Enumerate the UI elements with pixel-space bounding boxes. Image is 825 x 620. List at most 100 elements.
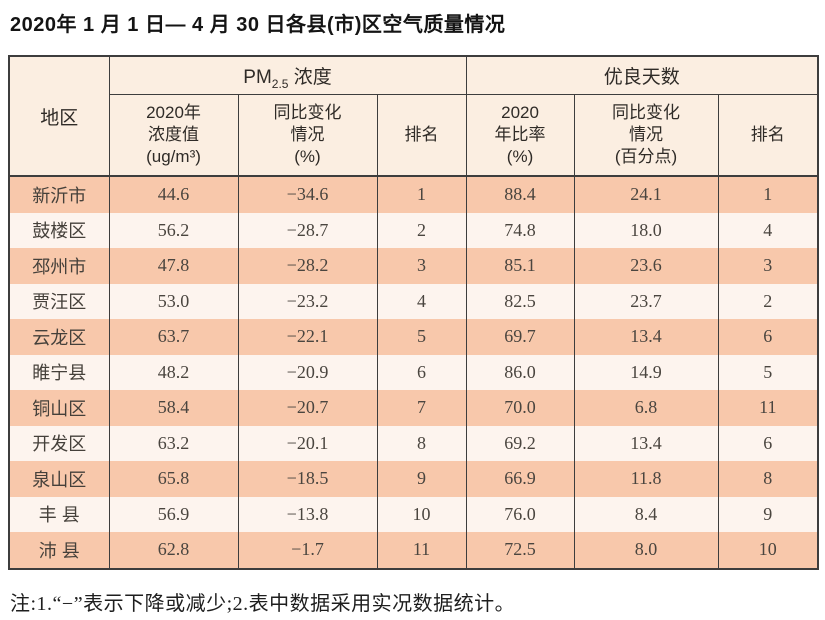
value-cell: −20.1 [237, 425, 378, 461]
value-cell: 62.8 [108, 532, 239, 569]
value-cell: 56.2 [108, 212, 239, 248]
value-cell: 23.6 [573, 248, 719, 284]
header-pm-rank: 排名 [376, 94, 467, 177]
table-row: 云龙区 63.7 −22.1 5 69.7 13.4 6 [8, 319, 819, 355]
table-row: 开发区 63.2 −20.1 8 69.2 13.4 6 [8, 425, 819, 461]
value-cell: 6 [717, 319, 819, 355]
value-cell: 70.0 [465, 390, 575, 426]
value-cell: 76.0 [465, 496, 575, 532]
value-cell: 5 [717, 354, 819, 390]
header-gd-ratio: 2020 年比率 (%) [465, 94, 575, 177]
value-cell: 8.4 [573, 496, 719, 532]
region-cell: 泉山区 [8, 461, 110, 497]
value-cell: 9 [717, 496, 819, 532]
value-cell: 65.8 [108, 461, 239, 497]
value-cell: 66.9 [465, 461, 575, 497]
value-cell: 11.8 [573, 461, 719, 497]
value-cell: 1 [717, 176, 819, 213]
value-cell: 58.4 [108, 390, 239, 426]
value-cell: −20.7 [237, 390, 378, 426]
header-gd-change: 同比变化 情况 (百分点) [573, 94, 719, 177]
table-row: 睢宁县 48.2 −20.9 6 86.0 14.9 5 [8, 354, 819, 390]
air-quality-table: 地区 PM2.5 浓度 优良天数 2020年 浓度值 (ug/m³) 同比变化 … [8, 55, 820, 570]
value-cell: 69.2 [465, 425, 575, 461]
value-cell: 6 [717, 425, 819, 461]
region-cell: 贾汪区 [8, 283, 110, 319]
header-pm-value: 2020年 浓度值 (ug/m³) [108, 94, 239, 177]
value-cell: 1 [376, 176, 467, 213]
region-cell: 开发区 [8, 425, 110, 461]
header-gd-rank: 排名 [717, 94, 819, 177]
table-row: 邳州市 47.8 −28.2 3 85.1 23.6 3 [8, 248, 819, 284]
value-cell: 3 [717, 248, 819, 284]
table-row: 贾汪区 53.0 −23.2 4 82.5 23.7 2 [8, 283, 819, 319]
region-cell: 沛 县 [8, 532, 110, 569]
value-cell: −28.7 [237, 212, 378, 248]
value-cell: 8.0 [573, 532, 719, 569]
region-cell: 铜山区 [8, 390, 110, 426]
pm-label: PM [243, 67, 272, 88]
value-cell: 18.0 [573, 212, 719, 248]
value-cell: 4 [717, 212, 819, 248]
value-cell: 2 [376, 212, 467, 248]
header-group-row: 地区 PM2.5 浓度 优良天数 [8, 56, 819, 177]
pm-subscript: 2.5 [271, 76, 289, 91]
value-cell: 82.5 [465, 283, 575, 319]
header-sub-row: 2020年 浓度值 (ug/m³) 同比变化 情况 (%) 排名 2020 年比… [9, 94, 819, 177]
value-cell: 88.4 [465, 176, 575, 213]
table-row: 泉山区 65.8 −18.5 9 66.9 11.8 8 [8, 461, 819, 497]
region-cell: 新沂市 [8, 176, 110, 213]
value-cell: 85.1 [465, 248, 575, 284]
value-cell: 8 [376, 425, 467, 461]
value-cell: 10 [717, 532, 819, 569]
region-cell: 鼓楼区 [8, 212, 110, 248]
value-cell: 69.7 [465, 319, 575, 355]
value-cell: −1.7 [237, 532, 378, 569]
value-cell: 56.9 [108, 496, 239, 532]
value-cell: 6 [376, 354, 467, 390]
table-row: 新沂市 44.6 −34.6 1 88.4 24.1 1 [8, 176, 819, 213]
pm-label-suffix: 浓度 [288, 67, 332, 88]
value-cell: 5 [376, 319, 467, 355]
region-cell: 睢宁县 [8, 354, 110, 390]
region-cell: 云龙区 [8, 319, 110, 355]
value-cell: 53.0 [108, 283, 239, 319]
value-cell: 63.7 [108, 319, 239, 355]
value-cell: 7 [376, 390, 467, 426]
region-cell: 丰 县 [8, 496, 110, 532]
value-cell: 13.4 [573, 425, 719, 461]
value-cell: 14.9 [573, 354, 719, 390]
value-cell: 8 [717, 461, 819, 497]
value-cell: 47.8 [108, 248, 239, 284]
value-cell: 4 [376, 283, 467, 319]
value-cell: 63.2 [108, 425, 239, 461]
table-row: 沛 县 62.8 −1.7 11 72.5 8.0 10 [8, 532, 819, 569]
header-region: 地区 [8, 56, 110, 177]
value-cell: −28.2 [237, 248, 378, 284]
table-row: 铜山区 58.4 −20.7 7 70.0 6.8 11 [8, 390, 819, 426]
page-title: 2020年 1 月 1 日— 4 月 30 日各县(市)区空气质量情况 [10, 14, 506, 36]
value-cell: 44.6 [108, 176, 239, 213]
value-cell: 86.0 [465, 354, 575, 390]
value-cell: 48.2 [108, 354, 239, 390]
value-cell: 3 [376, 248, 467, 284]
value-cell: 6.8 [573, 390, 719, 426]
footnote: 注:1.“−”表示下降或减少;2.表中数据采用实况数据统计。 [10, 592, 516, 615]
value-cell: 24.1 [573, 176, 719, 213]
table-body: 新沂市 44.6 −34.6 1 88.4 24.1 1 鼓楼区 56.2 −28.7 2 74.8 1… [8, 176, 819, 569]
header-group-pm25: PM2.5 浓度 [108, 56, 467, 95]
value-cell: −13.8 [237, 496, 378, 532]
value-cell: 74.8 [465, 212, 575, 248]
table-row: 丰 县 56.9 −13.8 10 76.0 8.4 9 [8, 496, 819, 532]
value-cell: 13.4 [573, 319, 719, 355]
value-cell: 10 [376, 496, 467, 532]
value-cell: −34.6 [237, 176, 378, 213]
value-cell: 2 [717, 283, 819, 319]
value-cell: 72.5 [465, 532, 575, 569]
value-cell: 11 [717, 390, 819, 426]
value-cell: 23.7 [573, 283, 719, 319]
table-header: 地区 PM2.5 浓度 优良天数 2020年 浓度值 (ug/m³) 同比变化 … [8, 56, 819, 177]
value-cell: −22.1 [237, 319, 378, 355]
value-cell: 11 [376, 532, 467, 569]
